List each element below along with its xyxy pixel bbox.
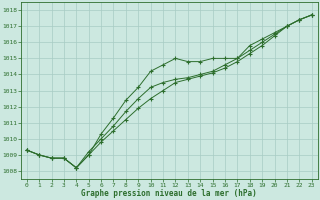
X-axis label: Graphe pression niveau de la mer (hPa): Graphe pression niveau de la mer (hPa): [81, 189, 257, 198]
